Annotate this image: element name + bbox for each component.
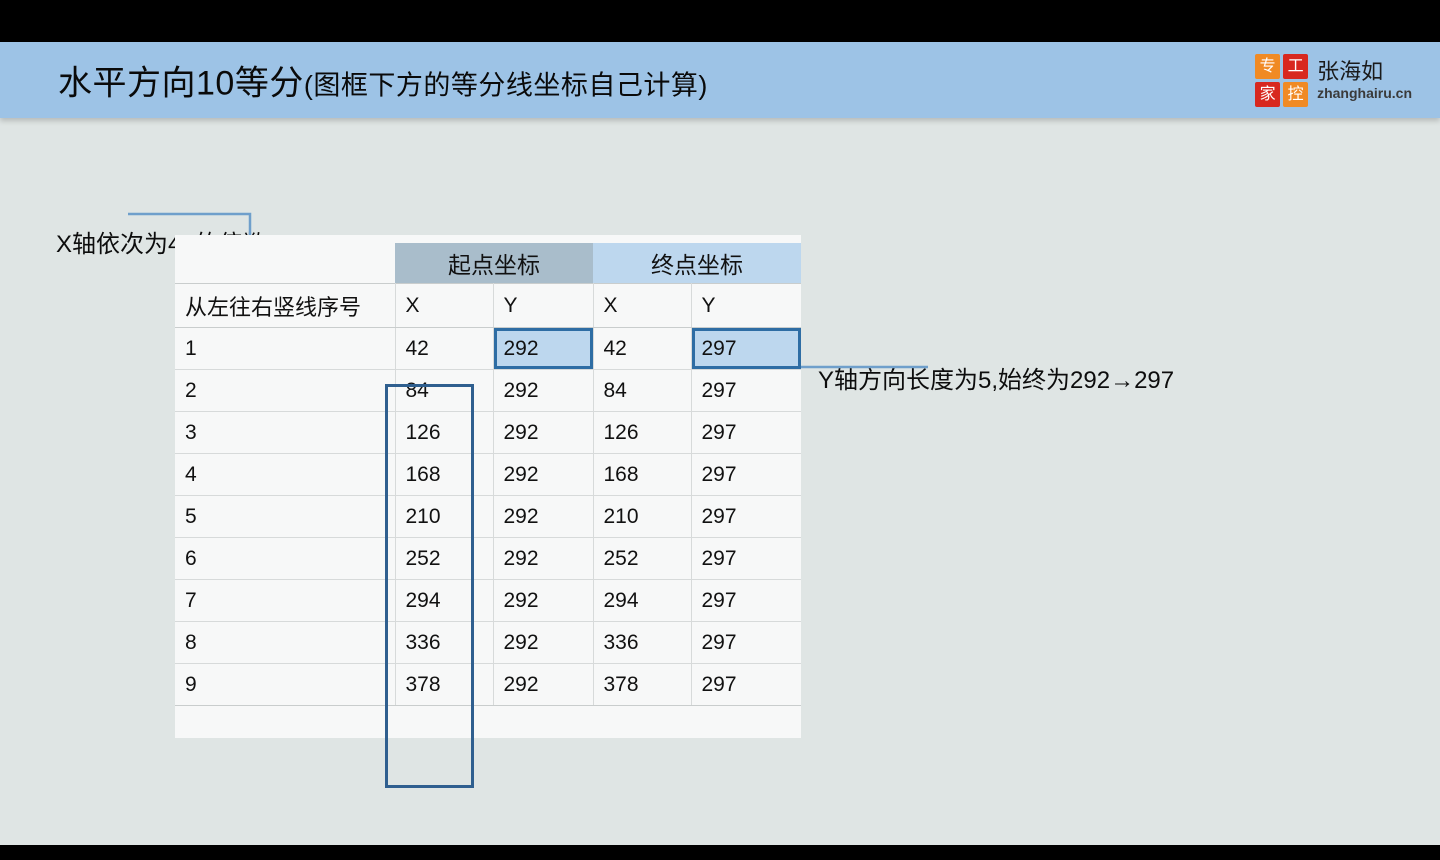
table-row: 4 168 292 168 297 <box>175 453 801 496</box>
cell-end-x: 42 <box>593 327 692 370</box>
cell-index: 3 <box>175 411 396 454</box>
logo-author-name: 张海如 <box>1317 59 1384 85</box>
cell-index: 8 <box>175 621 396 664</box>
cell-end-y: 297 <box>691 453 801 496</box>
cell-start-y: 292 <box>493 621 594 664</box>
table-row: 8 336 292 336 297 <box>175 621 801 664</box>
column-header-end-x: X <box>593 283 692 328</box>
cell-end-x: 378 <box>593 663 692 706</box>
cell-end-x: 210 <box>593 495 692 538</box>
cell-end-x: 126 <box>593 411 692 454</box>
cell-end-x: 294 <box>593 579 692 622</box>
cell-start-x: 210 <box>395 495 494 538</box>
cell-end-y: 297 <box>691 579 801 622</box>
table-group-header-row: 起点坐标 终点坐标 <box>175 235 801 284</box>
cell-end-y: 297 <box>691 495 801 538</box>
group-header-end: 终点坐标 <box>593 235 801 284</box>
cell-index: 5 <box>175 495 396 538</box>
cell-end-y: 297 <box>691 411 801 454</box>
cell-end-y: 297 <box>691 663 801 706</box>
logo-text-block: 张海如 zhanghairu.cn <box>1317 59 1412 101</box>
title-band: 水平方向10等分(图框下方的等分线坐标自己计算) 专 工 家 控 张海如 zha… <box>0 42 1440 118</box>
cell-end-x: 84 <box>593 369 692 412</box>
cell-end-y: 297 <box>691 621 801 664</box>
cell-start-y: 292 <box>493 537 594 580</box>
table-row: 2 84 292 84 297 <box>175 369 801 412</box>
cell-start-y: 292 <box>493 579 594 622</box>
logo-cell-gong: 工 <box>1283 54 1309 79</box>
coordinates-table: 起点坐标 终点坐标 从左往右竖线序号 X Y X Y 1 <box>175 235 801 706</box>
cell-start-x: 252 <box>395 537 494 580</box>
cell-index: 1 <box>175 327 396 370</box>
bottom-letterbox-strip <box>0 845 1440 860</box>
group-header-start-label: 起点坐标 <box>395 243 593 283</box>
cell-start-x: 378 <box>395 663 494 706</box>
table-row: 1 42 292 42 297 <box>175 327 801 370</box>
cell-index: 9 <box>175 663 396 706</box>
logo-cell-jia: 家 <box>1255 82 1281 107</box>
cell-index: 6 <box>175 537 396 580</box>
cell-index: 4 <box>175 453 396 496</box>
cell-start-x: 42 <box>395 327 494 370</box>
cell-start-x: 126 <box>395 411 494 454</box>
cell-start-x: 336 <box>395 621 494 664</box>
brand-logo: 专 工 家 控 张海如 zhanghairu.cn <box>1255 54 1412 107</box>
table-column-header-row: 从左往右竖线序号 X Y X Y <box>175 283 801 328</box>
cell-end-x: 168 <box>593 453 692 496</box>
column-header-end-y: Y <box>691 283 801 328</box>
group-header-end-label: 终点坐标 <box>593 243 801 283</box>
cell-start-y: 292 <box>493 495 594 538</box>
cell-end-x: 252 <box>593 537 692 580</box>
cell-start-y: 292 <box>493 369 594 412</box>
cell-end-y: 297 <box>691 327 801 370</box>
annotation-right-text: Y轴方向长度为5,始终为292→297 <box>818 367 1175 394</box>
table-row: 6 252 292 252 297 <box>175 537 801 580</box>
group-header-spacer <box>175 235 395 284</box>
table-row: 5 210 292 210 297 <box>175 495 801 538</box>
column-header-start-y: Y <box>493 283 594 328</box>
cell-start-y: 292 <box>493 411 594 454</box>
logo-cell-kong: 控 <box>1283 82 1309 107</box>
table-row: 7 294 292 294 297 <box>175 579 801 622</box>
table-row: 3 126 292 126 297 <box>175 411 801 454</box>
cell-start-x: 294 <box>395 579 494 622</box>
column-header-index: 从左往右竖线序号 <box>175 283 396 328</box>
cell-index: 7 <box>175 579 396 622</box>
coordinates-table-wrapper: 起点坐标 终点坐标 从左往右竖线序号 X Y X Y 1 <box>175 235 801 738</box>
cell-start-x: 168 <box>395 453 494 496</box>
cell-end-y: 297 <box>691 369 801 412</box>
slide-stage: 水平方向10等分(图框下方的等分线坐标自己计算) 专 工 家 控 张海如 zha… <box>0 42 1440 845</box>
cell-start-y: 292 <box>493 327 594 370</box>
column-header-start-x: X <box>395 283 494 328</box>
logo-cell-zhuan: 专 <box>1255 54 1281 79</box>
logo-glyph-grid: 专 工 家 控 <box>1255 54 1309 107</box>
table-row: 9 378 292 378 297 <box>175 663 801 706</box>
cell-start-x: 84 <box>395 369 494 412</box>
cell-start-y: 292 <box>493 663 594 706</box>
page-title: 水平方向10等分(图框下方的等分线坐标自己计算) <box>58 56 708 105</box>
cell-start-y: 292 <box>493 453 594 496</box>
cell-index: 2 <box>175 369 396 412</box>
logo-website-url: zhanghairu.cn <box>1317 84 1412 101</box>
group-header-start: 起点坐标 <box>395 235 593 284</box>
cell-end-x: 336 <box>593 621 692 664</box>
page-title-sub: (图框下方的等分线坐标自己计算) <box>303 70 708 101</box>
page-title-main: 水平方向10等分 <box>58 64 304 103</box>
cell-end-y: 297 <box>691 537 801 580</box>
